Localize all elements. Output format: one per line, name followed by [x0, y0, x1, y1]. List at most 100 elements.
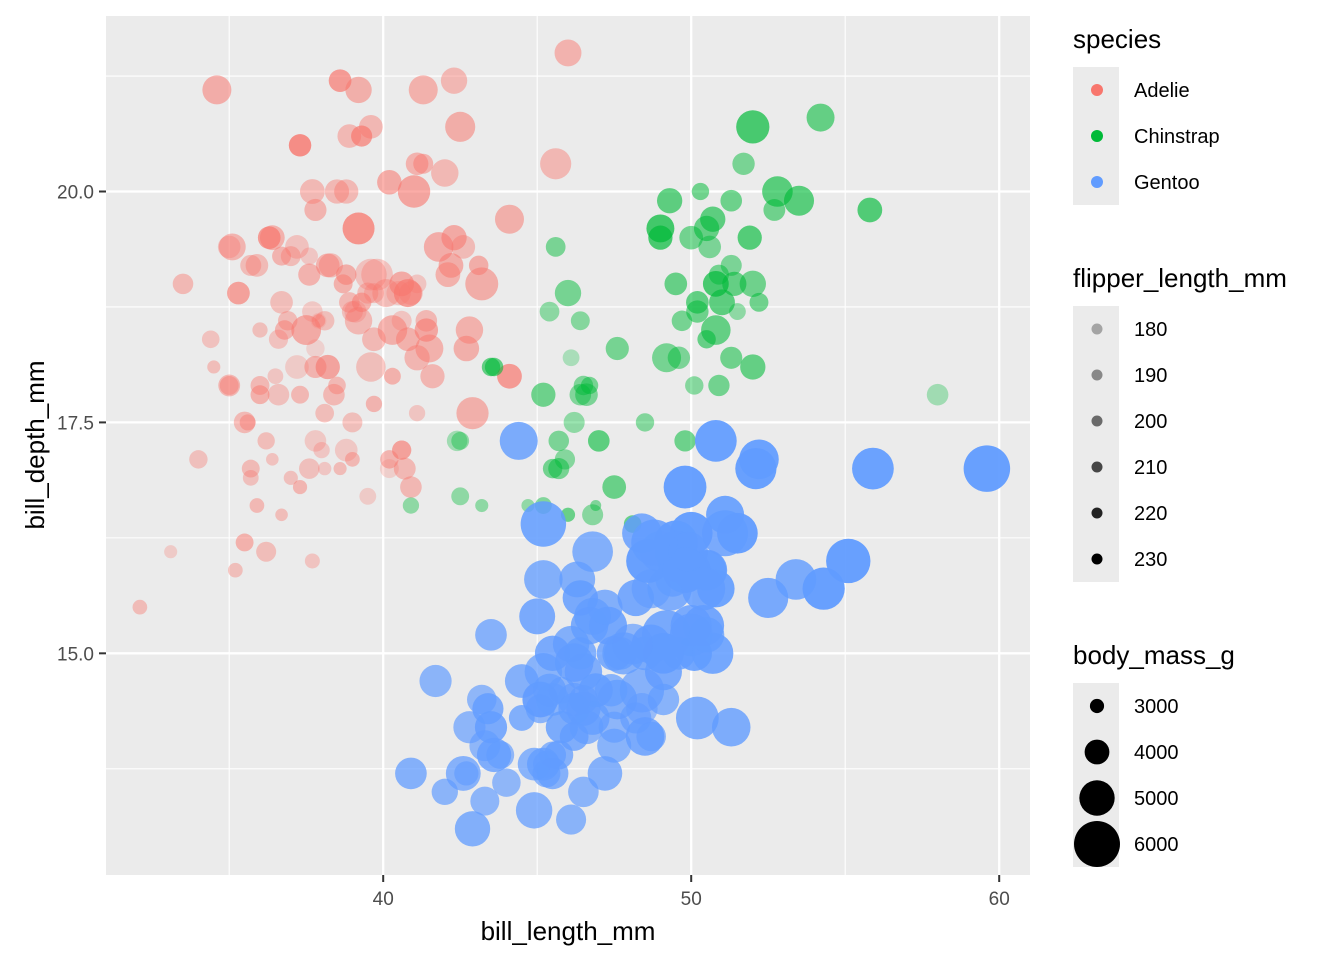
data-point-gentoo [572, 531, 613, 573]
data-point-gentoo [663, 465, 707, 509]
data-point-gentoo [472, 693, 504, 725]
data-point-gentoo [852, 447, 894, 490]
data-point-adelie [420, 364, 445, 389]
data-point-adelie [372, 279, 401, 308]
data-point-gentoo [688, 617, 725, 653]
data-point-chinstrap [554, 279, 582, 307]
data-point-chinstrap [605, 336, 629, 361]
data-point-chinstrap [635, 413, 655, 432]
data-point-chinstrap [531, 382, 556, 407]
data-point-gentoo [617, 579, 654, 617]
data-points [132, 39, 1011, 847]
data-point-chinstrap [402, 497, 420, 514]
legend-key-flipper [1091, 553, 1103, 565]
data-point-adelie [361, 258, 393, 291]
data-point-adelie [414, 318, 439, 342]
data-point-adelie [335, 264, 357, 285]
data-point-adelie [494, 204, 524, 234]
data-point-chinstrap [926, 383, 949, 406]
data-point-adelie [341, 301, 363, 323]
legend-title-species: species [1073, 24, 1161, 54]
y-tick-label: 20.0 [57, 182, 94, 203]
data-point-chinstrap [656, 188, 683, 214]
x-axis: 40 50 60 [373, 875, 1010, 910]
data-point-chinstrap [701, 315, 731, 345]
data-point-adelie [315, 403, 335, 423]
data-point-chinstrap [446, 430, 468, 452]
data-point-adelie [379, 459, 399, 479]
legend-label-adelie: Adelie [1134, 80, 1190, 102]
data-point-gentoo [626, 693, 658, 725]
data-point-chinstrap [732, 152, 755, 175]
data-point-adelie [249, 498, 265, 513]
data-point-adelie [413, 153, 434, 174]
data-point-chinstrap [720, 346, 743, 369]
data-point-chinstrap [652, 343, 682, 373]
data-point-adelie [318, 253, 343, 278]
data-point-adelie [359, 114, 383, 139]
data-point-adelie [497, 363, 522, 389]
data-point-adelie [351, 292, 372, 313]
data-point-gentoo [675, 696, 719, 740]
data-point-adelie [233, 411, 256, 434]
data-point-adelie [365, 395, 383, 413]
legend-key-flipper [1091, 461, 1103, 473]
data-point-adelie [257, 226, 281, 250]
data-point-adelie [408, 405, 426, 422]
data-point-adelie [323, 383, 345, 406]
data-point-chinstrap [548, 430, 570, 452]
data-point-adelie [283, 470, 298, 485]
data-point-chinstrap [736, 110, 770, 144]
data-point-gentoo [587, 756, 623, 791]
data-point-adelie [445, 111, 476, 142]
data-point-adelie [415, 334, 444, 363]
data-point-adelie [392, 440, 412, 460]
data-point-gentoo [711, 707, 751, 747]
data-point-adelie [299, 458, 320, 479]
legend-key-adelie [1091, 84, 1103, 96]
data-point-adelie [386, 280, 411, 306]
data-point-adelie [328, 376, 346, 395]
data-point-chinstrap [573, 375, 594, 396]
data-point-chinstrap [451, 487, 470, 506]
data-point-adelie [344, 307, 373, 335]
data-point-chinstrap [602, 475, 627, 499]
legend-key-chinstrap [1091, 130, 1103, 142]
data-point-gentoo [519, 598, 556, 635]
data-point-adelie [540, 148, 572, 180]
legend-key-flipper [1091, 507, 1103, 519]
data-point-gentoo [475, 619, 507, 651]
data-point-adelie [298, 263, 321, 286]
data-point-gentoo [524, 560, 563, 599]
legend-label-mass: 6000 [1134, 834, 1179, 856]
data-point-adelie [300, 247, 318, 265]
data-point-chinstrap [484, 357, 504, 377]
data-point-adelie [393, 457, 416, 480]
data-point-gentoo [568, 776, 599, 808]
data-point-adelie [423, 232, 454, 262]
data-point-gentoo [963, 445, 1011, 492]
data-point-gentoo [575, 701, 610, 735]
data-point-adelie [315, 354, 340, 380]
data-point-chinstrap [542, 458, 563, 479]
data-point-adelie [334, 438, 358, 462]
data-point-gentoo [419, 664, 452, 698]
data-point-gentoo [597, 728, 632, 763]
data-point-adelie [333, 274, 353, 294]
data-point-adelie [404, 345, 430, 371]
data-point-gentoo [612, 623, 654, 665]
data-point-chinstrap [728, 303, 746, 320]
legend-label-gentoo: Gentoo [1134, 172, 1200, 194]
data-point-adelie [172, 273, 194, 295]
data-point-adelie [280, 246, 301, 267]
data-point-adelie [304, 430, 327, 452]
data-point-adelie [219, 375, 239, 395]
data-point-chinstrap [686, 300, 709, 323]
data-point-chinstrap [783, 185, 815, 216]
legend-label-flipper: 230 [1134, 549, 1167, 571]
data-point-chinstrap [451, 431, 470, 450]
data-point-adelie [228, 562, 243, 578]
legend-key-mass [1074, 821, 1120, 867]
data-point-adelie [451, 235, 476, 259]
data-point-gentoo [717, 512, 758, 554]
